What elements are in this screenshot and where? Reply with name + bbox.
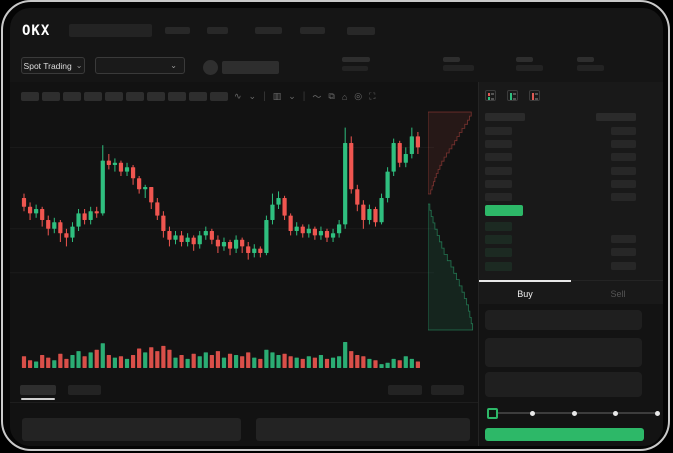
ask-row-placeholder xyxy=(485,153,512,162)
search-placeholder[interactable] xyxy=(69,24,152,37)
slider-stop[interactable] xyxy=(530,410,535,416)
panel-action-placeholder[interactable] xyxy=(388,385,422,395)
settings-icon[interactable]: ◎ xyxy=(354,91,363,101)
bid-amount-placeholder xyxy=(611,261,636,270)
order-history-panel-placeholder xyxy=(256,418,470,441)
stat-value-placeholder xyxy=(516,65,543,71)
fullscreen-icon[interactable]: ⛶ xyxy=(369,91,376,101)
stat-value-placeholder xyxy=(443,65,474,71)
ask-amount-placeholder xyxy=(611,193,636,201)
price-column-header-placeholder xyxy=(485,113,525,121)
chart-section: ∿ ⌄ | ▥ ⌄ | 〜 ⧉ ⌂ ◎ ⛶ xyxy=(10,82,478,446)
bid-amount-placeholder xyxy=(611,248,636,257)
trading-app-window: OKX Spot Trading ⌄ ⌄ xyxy=(10,8,663,446)
chevron-down-icon: ⌄ xyxy=(75,60,83,70)
price-placeholder xyxy=(342,57,370,62)
total-input-placeholder[interactable] xyxy=(485,372,642,397)
slider-stop[interactable] xyxy=(654,410,660,416)
timeframe-button-placeholder[interactable] xyxy=(210,92,228,101)
nav-item-placeholder[interactable] xyxy=(300,27,325,34)
pair-avatar[interactable] xyxy=(203,60,218,75)
nav-item-placeholder[interactable] xyxy=(165,27,190,34)
panel-action-placeholder[interactable] xyxy=(431,385,464,395)
amount-column-header-placeholder xyxy=(596,113,636,121)
divider xyxy=(10,402,478,403)
ask-amount-placeholder xyxy=(611,153,636,162)
line-type-icon[interactable]: ∿ xyxy=(234,91,242,101)
compare-icon[interactable]: ⧉ xyxy=(328,91,335,101)
candle-type-chevron-icon[interactable]: ⌄ xyxy=(288,91,296,101)
line-type-chevron-icon[interactable]: ⌄ xyxy=(248,91,257,101)
volume-bars[interactable] xyxy=(10,338,434,372)
timeframe-button-placeholder[interactable] xyxy=(168,92,186,101)
bid-row-placeholder xyxy=(485,235,512,245)
stat-label-placeholder xyxy=(516,57,533,62)
timeframe-button-placeholder[interactable] xyxy=(105,92,123,101)
ask-amount-placeholder xyxy=(611,166,636,175)
toolbar-separator: | xyxy=(263,91,266,102)
book-view-bids-icon[interactable] xyxy=(507,90,518,101)
book-view-both-icon[interactable] xyxy=(485,90,496,101)
nav-item-placeholder[interactable] xyxy=(255,27,282,34)
market-type-dropdown[interactable]: Spot Trading ⌄ xyxy=(21,57,85,74)
pair-name-placeholder xyxy=(222,61,279,74)
timeframe-button-placeholder[interactable] xyxy=(42,92,60,101)
last-price-highlight xyxy=(485,205,523,216)
history-tab-placeholder[interactable] xyxy=(68,385,101,395)
price-sub-placeholder xyxy=(342,66,368,71)
bid-amount-placeholder xyxy=(611,235,636,244)
timeframe-button-placeholder[interactable] xyxy=(147,92,165,101)
active-tab-indicator xyxy=(479,280,571,282)
slider-stop[interactable] xyxy=(571,410,577,416)
ask-row-placeholder xyxy=(485,193,512,201)
timeframe-button-placeholder[interactable] xyxy=(63,92,81,101)
ask-amount-placeholder xyxy=(611,140,636,149)
slider-stop[interactable] xyxy=(613,410,618,416)
bid-row-placeholder xyxy=(485,261,512,271)
tab-buy[interactable]: Buy xyxy=(517,289,533,299)
tab-sell[interactable]: Sell xyxy=(610,289,626,299)
stat-value-placeholder xyxy=(577,65,604,71)
ask-amount-placeholder xyxy=(611,179,636,188)
pair-dropdown[interactable]: ⌄ xyxy=(95,57,185,74)
ask-row-placeholder xyxy=(485,127,512,135)
candle-type-icon[interactable]: ▥ xyxy=(272,91,282,101)
okx-logo[interactable]: OKX xyxy=(22,23,51,39)
order-book-panel: Buy Sell xyxy=(478,82,663,446)
orders-tab-placeholder[interactable] xyxy=(20,385,56,395)
slider-handle[interactable] xyxy=(486,408,498,419)
buy-submit-button[interactable] xyxy=(485,428,644,441)
open-orders-panel-placeholder xyxy=(22,418,241,441)
market-type-label: Spot Trading xyxy=(23,60,72,71)
nav-item-placeholder[interactable] xyxy=(207,27,228,34)
ask-amount-placeholder xyxy=(611,127,636,135)
ask-row-placeholder xyxy=(485,179,512,188)
timeframe-button-placeholder[interactable] xyxy=(189,92,207,101)
timeframe-button-placeholder[interactable] xyxy=(21,92,39,101)
toolbar-separator: | xyxy=(302,91,306,102)
chevron-down-icon: ⌄ xyxy=(170,60,177,70)
book-view-asks-icon[interactable] xyxy=(529,90,540,101)
timeframe-button-placeholder[interactable] xyxy=(126,92,144,101)
timeframe-button-placeholder[interactable] xyxy=(84,92,102,101)
snapshot-icon[interactable]: ⌂ xyxy=(341,91,348,102)
nav-item-placeholder[interactable] xyxy=(347,27,375,35)
depth-chart[interactable] xyxy=(427,108,478,334)
candlestick-chart[interactable] xyxy=(10,108,434,334)
ask-row-placeholder xyxy=(485,140,512,149)
chart-tools-toolbar: ∿ ⌄ | ▥ ⌄ | 〜 ⧉ ⌂ ◎ ⛶ xyxy=(234,90,414,103)
indicator-icon[interactable]: 〜 xyxy=(312,92,322,102)
stat-label-placeholder xyxy=(443,57,460,62)
active-tab-underline xyxy=(21,398,55,400)
price-input-placeholder[interactable] xyxy=(485,310,642,330)
bid-row-placeholder xyxy=(485,222,512,231)
bid-row-placeholder xyxy=(485,248,512,258)
amount-input-placeholder[interactable] xyxy=(485,338,642,367)
divider xyxy=(479,280,663,281)
ask-row-placeholder xyxy=(485,166,512,175)
stat-label-placeholder xyxy=(577,57,594,62)
